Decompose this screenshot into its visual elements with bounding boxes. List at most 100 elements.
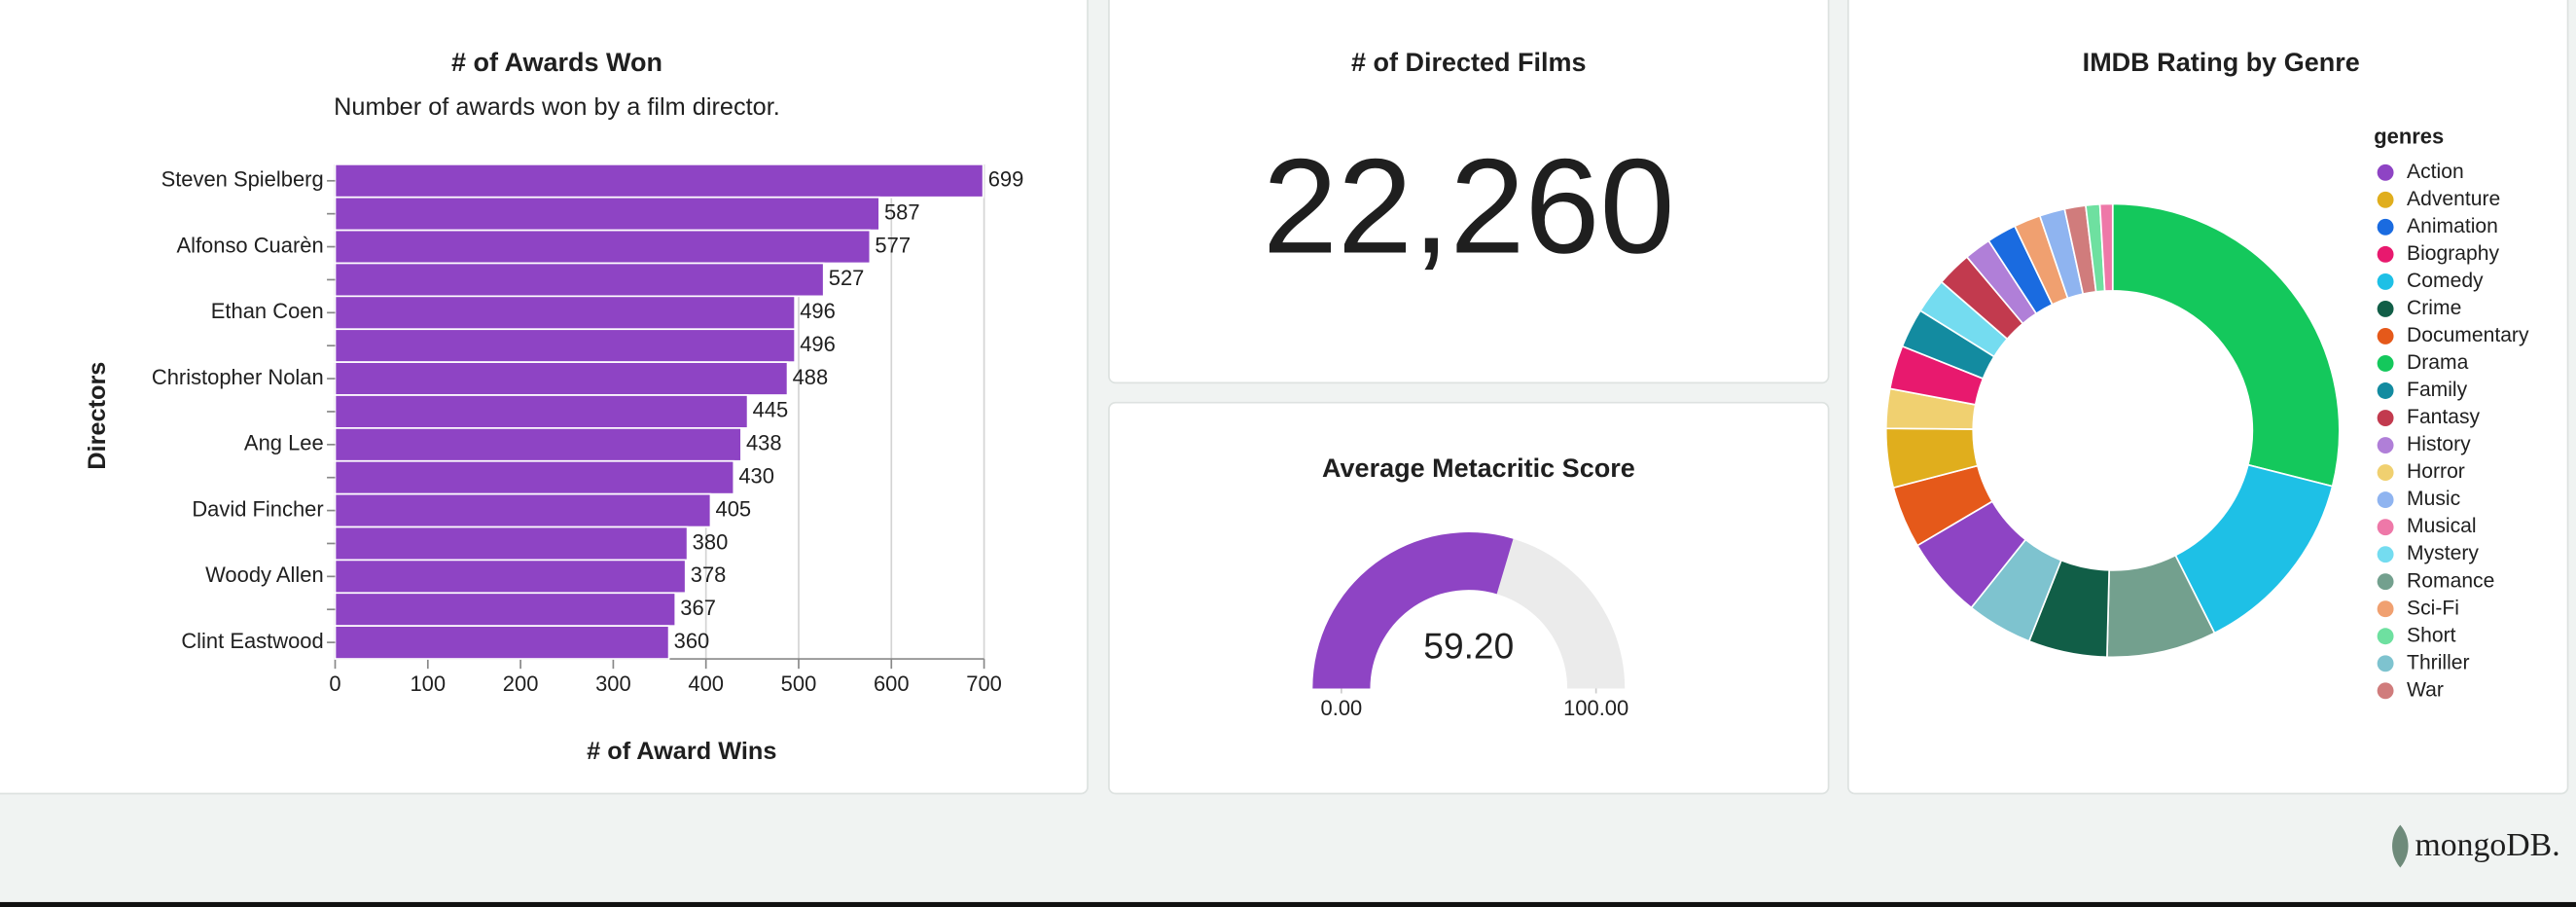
- bar: [334, 427, 742, 462]
- bar: [334, 625, 670, 660]
- legend-swatch: [2377, 218, 2394, 236]
- legend-label: Documentary: [2407, 324, 2529, 346]
- bar: [334, 361, 789, 396]
- legend-swatch: [2377, 382, 2394, 399]
- gauge-value: [1312, 532, 1514, 689]
- bar: [334, 328, 797, 363]
- legend-label: History: [2407, 433, 2471, 455]
- legend-label: Adventure: [2407, 188, 2500, 210]
- x-tick-label: 100: [410, 671, 446, 696]
- bar: [334, 492, 712, 528]
- legend-label: Thriller: [2407, 651, 2469, 673]
- value-label: 488: [793, 365, 829, 389]
- bar: [334, 394, 749, 429]
- y-tick-label: David Fincher: [192, 496, 323, 521]
- bar: [334, 196, 880, 232]
- y-tick-label: Clint Eastwood: [181, 629, 323, 653]
- y-axis-title: Directors: [84, 362, 111, 470]
- value-label: 496: [800, 332, 836, 356]
- logo-text: mongoDB.: [2415, 827, 2560, 863]
- legend-swatch: [2377, 573, 2394, 591]
- y-tick-label: Ang Lee: [244, 431, 324, 455]
- legend-swatch: [2377, 245, 2394, 263]
- card: [1108, 401, 1830, 795]
- chart-title: Average Metacritic Score: [1322, 454, 1635, 483]
- legend-swatch: [2377, 655, 2394, 672]
- x-tick-label: 400: [688, 671, 724, 696]
- value-label: 577: [875, 233, 911, 257]
- legend-swatch: [2377, 628, 2394, 645]
- x-tick-label: 300: [595, 671, 631, 696]
- chart-subtitle: Number of awards won by a film director.: [334, 93, 780, 121]
- x-tick-label: 200: [503, 671, 539, 696]
- legend-label: War: [2407, 678, 2444, 701]
- value-label: 367: [680, 596, 716, 620]
- chart-title: # of Directed Films: [1351, 48, 1587, 77]
- x-tick-label: 0: [329, 671, 340, 696]
- x-axis-title: # of Award Wins: [587, 738, 776, 765]
- value-label: 587: [884, 200, 920, 224]
- value-label: 430: [738, 464, 774, 489]
- legend-label: Musical: [2407, 515, 2477, 537]
- value-label: 378: [691, 562, 727, 587]
- legend-swatch: [2377, 163, 2394, 181]
- legend-swatch: [2377, 437, 2394, 454]
- legend-swatch: [2377, 328, 2394, 345]
- value-label: 496: [800, 299, 836, 323]
- bar: [334, 559, 687, 595]
- legend-swatch: [2377, 191, 2394, 208]
- legend-swatch: [2377, 410, 2394, 426]
- value-label: 380: [693, 529, 729, 554]
- legend-swatch: [2377, 491, 2394, 509]
- legend-swatch: [2377, 682, 2394, 700]
- gauge-tick-label: 0.00: [1321, 696, 1363, 720]
- legend-swatch: [2377, 300, 2394, 317]
- bar: [334, 459, 735, 495]
- bar: [334, 526, 689, 562]
- legend-label: Sci-Fi: [2407, 597, 2459, 619]
- gauge-tick-label: 100.00: [1563, 696, 1628, 720]
- legend-label: Animation: [2407, 215, 2498, 237]
- x-tick-label: 500: [781, 671, 817, 696]
- legend-swatch: [2377, 464, 2394, 482]
- legend-label: Mystery: [2407, 542, 2479, 564]
- legend-swatch: [2377, 272, 2394, 290]
- bar: [334, 295, 797, 331]
- value-label: 699: [988, 167, 1024, 192]
- legend-label: Horror: [2407, 460, 2465, 483]
- legend-label: Music: [2407, 488, 2460, 510]
- kpi-value: 22,260: [1263, 131, 1675, 281]
- legend-title: genres: [2374, 125, 2444, 149]
- legend-label: Comedy: [2407, 270, 2484, 292]
- legend-swatch: [2377, 519, 2394, 536]
- value-label: 405: [716, 496, 752, 521]
- bar: [334, 163, 984, 199]
- donut-slice: [2111, 202, 2341, 488]
- value-label: 527: [829, 266, 865, 290]
- legend-swatch: [2377, 355, 2394, 372]
- value-label: 360: [674, 629, 710, 653]
- y-tick-label: Steven Spielberg: [161, 167, 324, 192]
- legend-label: Biography: [2407, 242, 2499, 265]
- value-label: 438: [746, 431, 782, 455]
- donut-slice: [2098, 202, 2114, 292]
- gauge-label: 59.20: [1423, 626, 1514, 667]
- legend-swatch: [2377, 546, 2394, 563]
- x-tick-label: 700: [966, 671, 1002, 696]
- bar: [334, 592, 677, 628]
- y-tick-label: Christopher Nolan: [152, 365, 324, 389]
- legend-label: Drama: [2407, 351, 2469, 374]
- bottom-bar: [0, 901, 2576, 907]
- legend-label: Fantasy: [2407, 406, 2480, 428]
- legend-swatch: [2377, 600, 2394, 618]
- bar: [334, 229, 872, 265]
- y-tick-label: Woody Allen: [205, 562, 324, 587]
- logo: mongoDB.: [2392, 824, 2560, 868]
- chart-title: # of Awards Won: [451, 48, 662, 77]
- legend-label: Family: [2407, 379, 2468, 401]
- legend-label: Action: [2407, 161, 2464, 183]
- logo-leaf: [2392, 824, 2409, 868]
- chart-title: IMDB Rating by Genre: [2083, 48, 2360, 77]
- value-label: 445: [753, 398, 789, 422]
